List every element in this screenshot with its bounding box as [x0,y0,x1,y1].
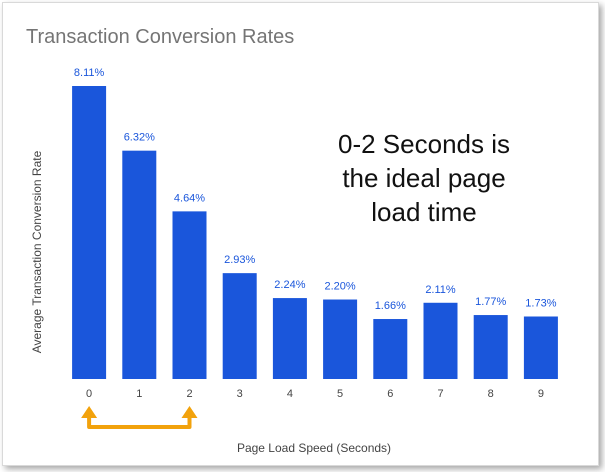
bar-9 [523,316,558,379]
highlight-arrow-line [87,415,192,429]
bar-0 [72,86,107,379]
bar-5 [323,299,358,379]
data-label-4: 2.24% [274,279,305,291]
x-tick-label-4: 4 [287,388,293,400]
bar-7 [423,302,458,379]
bar-3 [222,273,257,379]
bars-group [72,86,558,379]
data-label-7: 2.11% [425,284,456,296]
chart-title: Transaction Conversion Rates [26,26,295,48]
bar-4 [272,298,307,379]
x-tick-label-3: 3 [237,388,243,400]
data-label-2: 4.64% [174,192,205,204]
x-tick-label-8: 8 [488,388,494,400]
bar-8 [473,315,508,379]
bar-2 [172,211,207,379]
x-tick-label-5: 5 [337,388,343,400]
bar-6 [373,319,408,379]
data-label-0: 8.11% [74,67,105,79]
data-label-9: 1.73% [525,297,556,309]
x-tick-label-7: 7 [437,388,443,400]
bar-1 [122,150,157,379]
x-tick-label-2: 2 [186,388,192,400]
x-tick-label-9: 9 [538,388,544,400]
data-label-8: 1.77% [475,296,506,308]
annotation-line: the ideal page [342,162,506,193]
data-label-5: 2.20% [324,281,355,293]
x-tick-label-0: 0 [86,388,92,400]
highlight-arrow [81,406,198,429]
arrow-head-right-icon [181,406,198,418]
data-label-1: 6.32% [124,132,155,144]
annotation-line: 0-2 Seconds is [338,129,510,159]
x-tick-label-6: 6 [387,388,393,400]
x-tick-labels-group: 0 1 2 3 4 5 6 7 8 9 [86,388,544,400]
data-label-6: 1.66% [375,300,406,312]
x-tick-label-1: 1 [136,388,142,400]
arrow-head-left-icon [81,406,98,418]
x-axis-label: Page Load Speed (Seconds) [236,441,392,455]
data-labels-group: 8.11% 6.32% 4.64% 2.93% 2.24% 2.20% 1.66% 2.11%… [74,67,557,312]
data-label-3: 2.93% [224,254,255,266]
annotation-text: 0-2 Seconds is the ideal page load time [304,128,544,229]
annotation-line: load time [371,196,477,227]
